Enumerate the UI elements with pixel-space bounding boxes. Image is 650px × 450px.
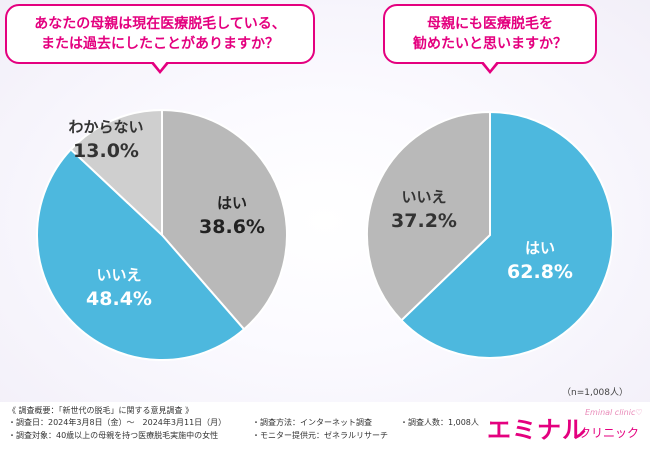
pie-chart-right: はい 62.8% いいえ 37.2% xyxy=(366,110,614,359)
question-left: あなたの母親は現在医療脱毛している、 または過去にしたことがありますか？ xyxy=(5,4,315,74)
sample-size-note: （n=1,008人） xyxy=(561,388,628,398)
question-right: 母親にも医療脱毛を 勧めたいと思いますか？ xyxy=(383,4,597,74)
slice-value: 62.8% xyxy=(507,261,573,283)
survey-count: ・調査人数：1,008人 xyxy=(400,418,479,427)
slice-value: 37.2% xyxy=(391,210,457,232)
slice-label: はい xyxy=(525,239,555,257)
slice-label: はい xyxy=(217,194,247,212)
pie-slice-left-0 xyxy=(161,108,288,331)
brand-sub: クリニック xyxy=(579,426,640,440)
slice-label: わからない xyxy=(68,118,143,136)
pie-slice-left-2 xyxy=(69,108,163,238)
survey-provider: ・モニター提供元：ゼネラルリサーチ xyxy=(252,431,388,440)
question-left-line1: あなたの母親は現在医療脱毛している、 xyxy=(34,16,286,32)
slice-label: いいえ xyxy=(401,188,446,206)
slice-value: 38.6% xyxy=(199,216,265,238)
brand-name: エミナル xyxy=(487,416,587,444)
question-right-line1: 母親にも医療脱毛を xyxy=(427,16,553,32)
pie-charts: はい 38.6% いいえ 48.4% わからない 13.0% はい 62.8% いいえ 37.2… xyxy=(36,108,614,361)
survey-title: 《 調査概要：「新世代の脱毛」に関する意見調査 》 xyxy=(8,406,194,415)
survey-method: ・調査方法：インターネット調査 xyxy=(252,418,372,427)
survey-date: ・調査日：2024年3月8日（金）〜 2024年3月11日（月） xyxy=(8,418,227,427)
pie-slice-left-1 xyxy=(36,148,246,361)
question-left-line2: または過去にしたことがありますか？ xyxy=(41,36,279,52)
survey-footer: 《 調査概要：「新世代の脱毛」に関する意見調査 》 ・調査日：2024年3月8日… xyxy=(0,402,650,450)
slice-label: いいえ xyxy=(96,266,141,284)
slice-value: 13.0% xyxy=(73,140,139,162)
question-right-line2: 勧めたいと思いますか？ xyxy=(413,36,567,52)
slice-value: 48.4% xyxy=(86,288,152,310)
pie-chart-left: はい 38.6% いいえ 48.4% わからない 13.0% xyxy=(36,108,288,361)
brand-en: Eminal clinic♡ xyxy=(585,408,643,417)
survey-target: ・調査対象：40歳以上の母親を持つ医療脱毛実施中の女性 xyxy=(8,431,219,440)
brand-logo: エミナル クリニック Eminal clinic♡ xyxy=(487,408,647,448)
pie-slice-right-1 xyxy=(366,110,491,322)
pie-slice-right-0 xyxy=(399,110,614,359)
